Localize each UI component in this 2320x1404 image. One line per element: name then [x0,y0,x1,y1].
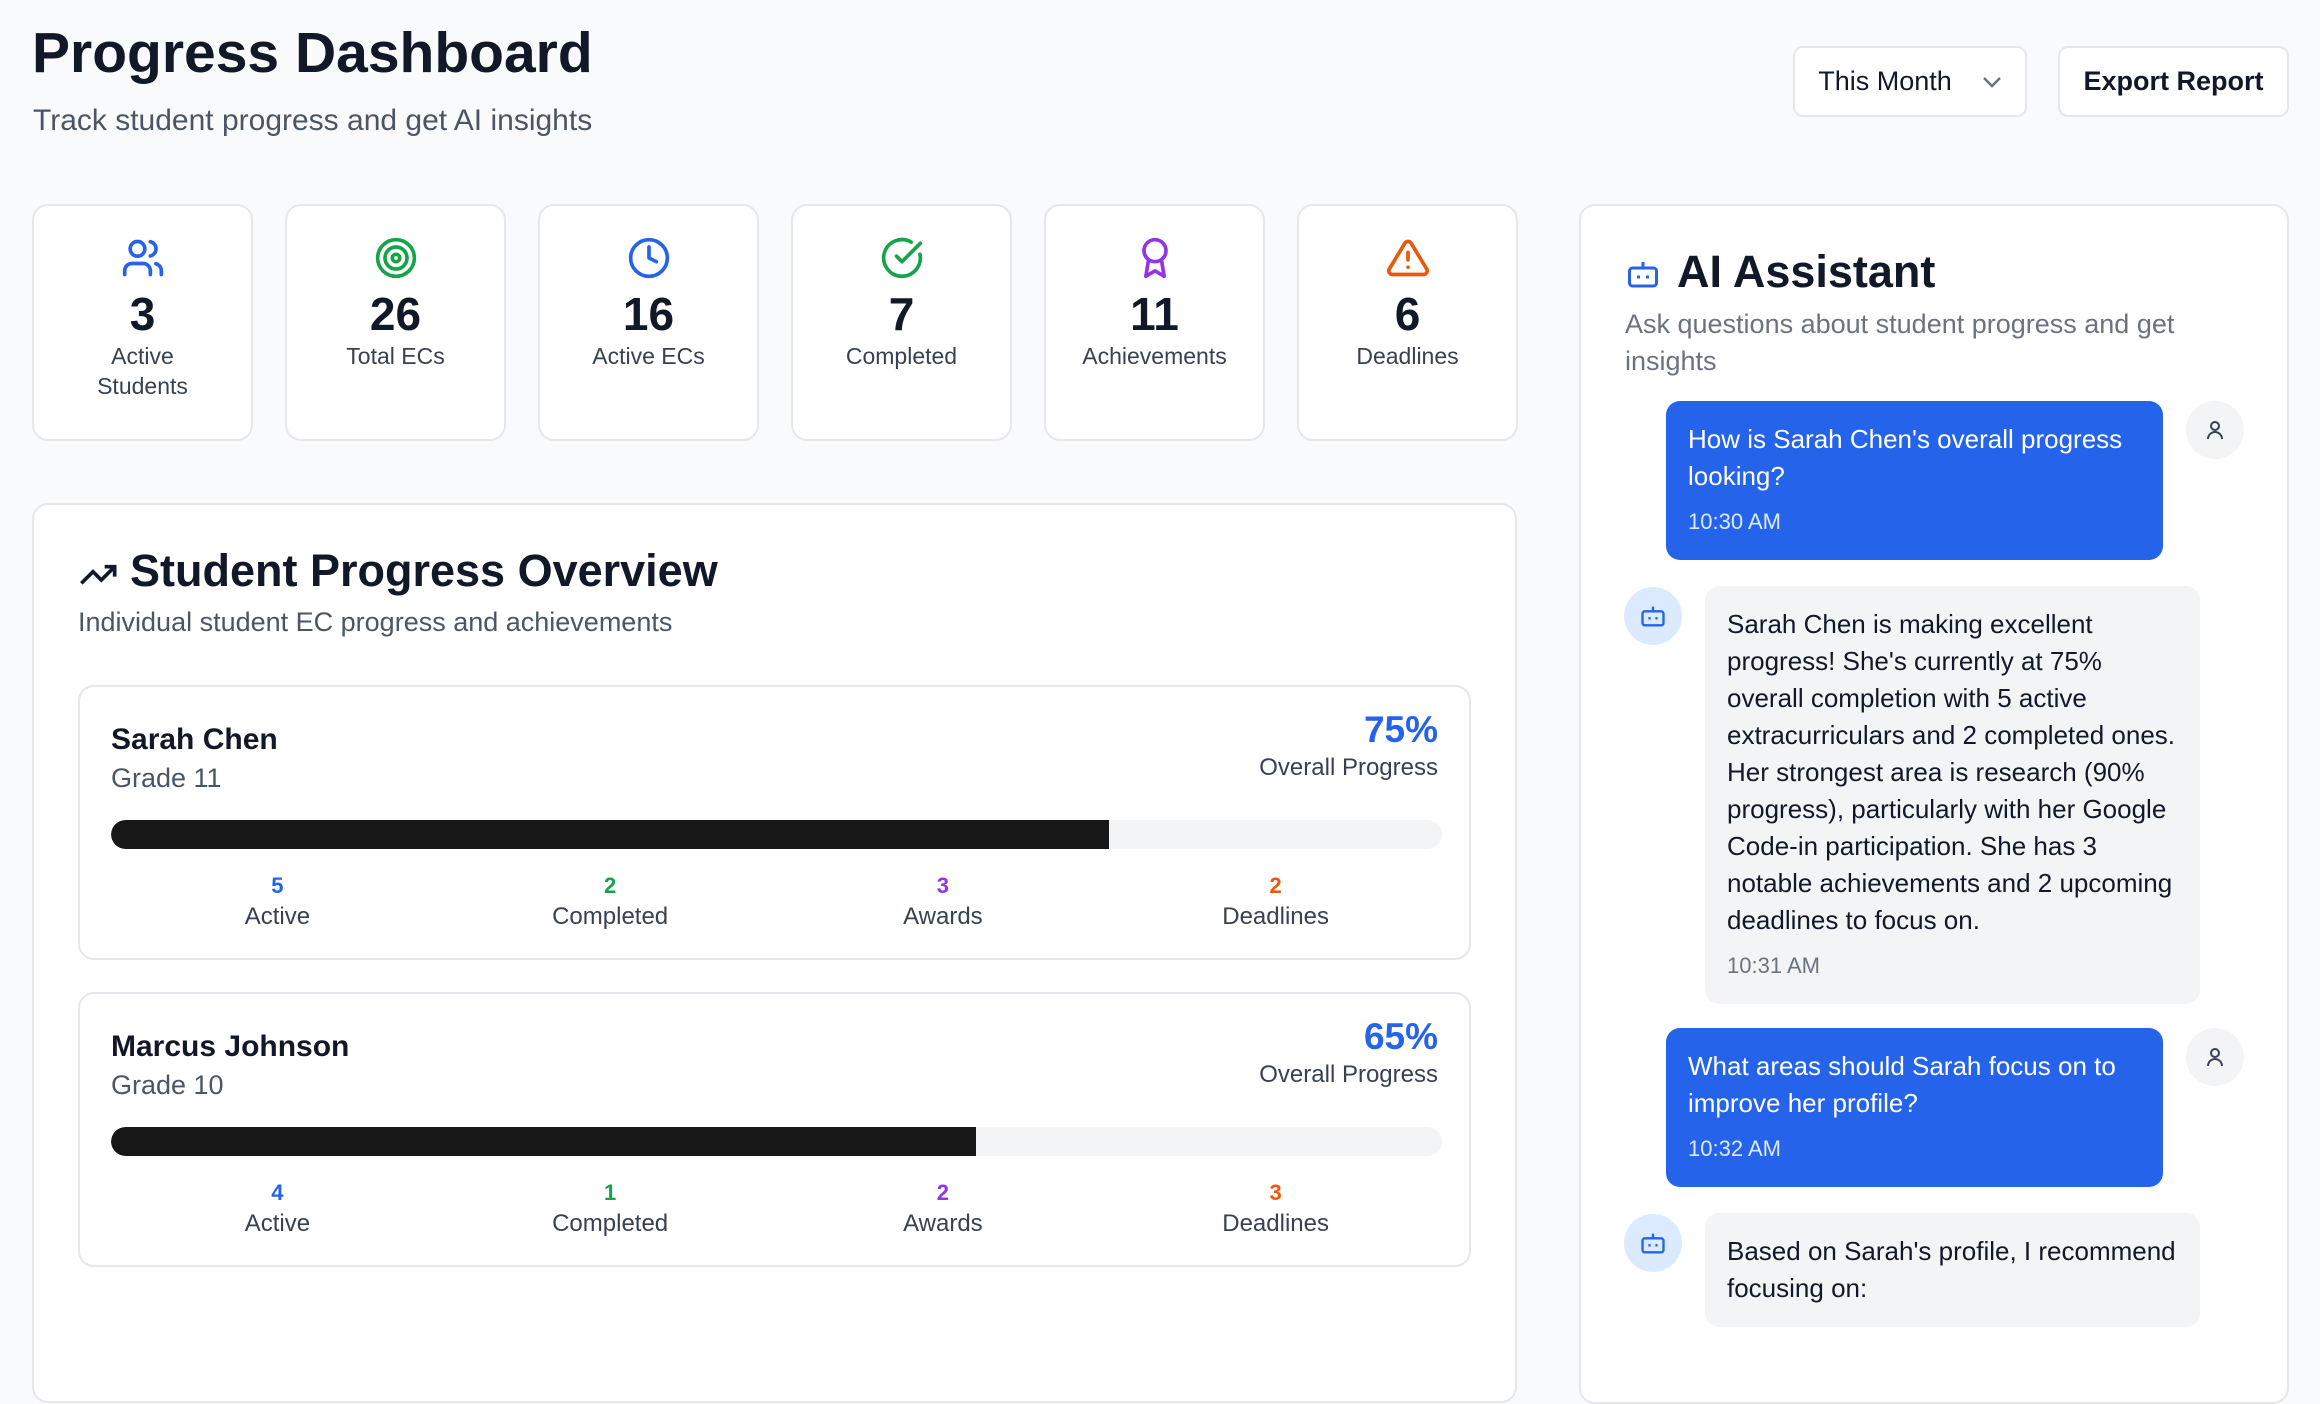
stat-label: Total ECs [346,343,445,369]
stat-label: Achievements [1082,343,1227,369]
progress-track [111,1127,1442,1156]
stat-card: 3 Active Students [32,204,253,441]
stat-card: 11 Achievements [1044,204,1265,441]
progress-track [111,820,1442,849]
metric-label: Deadlines [1222,903,1329,930]
stat-icon [122,239,163,277]
stat-card: 6 Deadlines [1297,204,1518,441]
stat-value: 11 [1130,288,1179,340]
dashboard-page: Progress Dashboard Track student progres… [32,21,2289,1404]
metric: 2 Completed [444,873,777,931]
bot-avatar [1624,1214,1682,1272]
period-select[interactable]: This Month [1793,46,2027,117]
stat-icon [1386,239,1429,277]
stat-value: 16 [622,288,675,340]
bot-icon [1641,1233,1665,1254]
user-avatar [2186,401,2244,459]
metric: 1 Completed [444,1180,777,1238]
stat-icon [881,237,922,279]
metric-value: 2 [1269,873,1282,898]
assistant-subtitle: Ask questions about student progress and… [1625,309,2175,376]
metric-label: Completed [552,903,669,930]
metric-label: Active [244,903,311,930]
message-time: 10:30 AM [1688,509,1781,534]
bot-message: Sarah Chen is making excellent progress!… [1705,586,2200,1004]
bot-icon [1641,606,1665,627]
chevron [1982,76,2001,88]
message-time: 10:31 AM [1727,953,1820,978]
stat-label: Deadlines [1356,343,1459,369]
stat-card: 7 Completed [791,204,1012,441]
student-grade: Grade 11 [111,763,222,793]
student-card: Sarah Chen Grade 11 75% Overall Progress 5 Ac… [78,685,1471,960]
overview-title: Student Progress Overview [130,545,718,596]
metric-value: 2 [604,873,617,898]
progress-caption: Overall Progress [1259,1061,1438,1088]
stat-value: 7 [888,288,915,340]
message-time: 10:32 AM [1688,1136,1781,1161]
student-name: Sarah Chen [111,723,278,756]
metric-value: 3 [936,873,949,898]
student-grade: Grade 10 [111,1070,224,1100]
stat-icon [628,237,669,279]
stat-value: 3 [129,288,156,340]
metric-label: Active [244,1210,311,1237]
metrics: 4 Active 1 Completed 2 Awards 3 Deadlines [111,1180,1442,1238]
progress-fill [111,820,1110,849]
trend-icon [80,564,117,585]
user-icon [2207,421,2223,440]
bot-icon [1628,262,1658,288]
assistant-title: AI Assistant [1677,246,1936,297]
metric-label: Awards [903,1210,983,1237]
metric-value: 5 [271,873,284,898]
export-label: Export Report [2083,66,2264,96]
metric-label: Completed [552,1210,669,1237]
user-avatar [2186,1028,2244,1086]
message-text: How is Sarah Chen's overall progress loo… [1688,424,2123,491]
metric-value: 3 [1269,1180,1282,1205]
stat-label: Active Students [97,343,188,399]
metric: 5 Active [111,873,444,931]
metric: 3 Awards [777,873,1110,931]
message-text: What areas should Sarah focus on to impr… [1688,1051,2116,1118]
progress-caption: Overall Progress [1259,754,1438,781]
bot-avatar [1624,587,1682,645]
stat-value: 26 [369,288,422,340]
metric-value: 4 [271,1180,284,1205]
stat-label: Active ECs [592,343,705,369]
stat-label: Completed [845,343,958,369]
metric-label: Awards [903,903,983,930]
metric: 2 Deadlines [1109,873,1442,931]
stat-card: 16 Active ECs [538,204,759,441]
user-message: What areas should Sarah focus on to impr… [1666,1028,2163,1187]
message-text: Based on Sarah's profile, I recommend fo… [1727,1236,2176,1303]
period-label: This Month [1818,66,1952,96]
metric-value: 1 [604,1180,617,1205]
overview-subtitle: Individual student EC progress and achie… [78,607,673,637]
stat-value: 6 [1394,288,1421,340]
export-button[interactable]: Export Report [2058,46,2289,117]
stat-icon [375,237,416,279]
metric: 2 Awards [777,1180,1110,1238]
metric: 4 Active [111,1180,444,1238]
page-title: Progress Dashboard [32,21,593,85]
student-card: Marcus Johnson Grade 10 65% Overall Progres… [78,992,1471,1267]
stat-icon [1141,237,1168,279]
progress-percent: 65% [1363,1016,1438,1057]
student-name: Marcus Johnson [111,1030,350,1063]
message-text: Sarah Chen is making excellent progress!… [1727,609,2176,935]
progress-fill [111,1127,977,1156]
bot-message: Based on Sarah's profile, I recommend fo… [1705,1213,2200,1327]
progress-percent: 75% [1363,709,1438,750]
metric: 3 Deadlines [1109,1180,1442,1238]
metric-value: 2 [936,1180,949,1205]
page-subtitle: Track student progress and get AI insigh… [33,104,593,137]
metrics: 5 Active 2 Completed 3 Awards 2 Deadlines [111,873,1442,931]
metric-label: Deadlines [1222,1210,1329,1237]
stat-card: 26 Total ECs [285,204,506,441]
user-icon [2207,1048,2223,1067]
user-message: How is Sarah Chen's overall progress loo… [1666,401,2163,560]
